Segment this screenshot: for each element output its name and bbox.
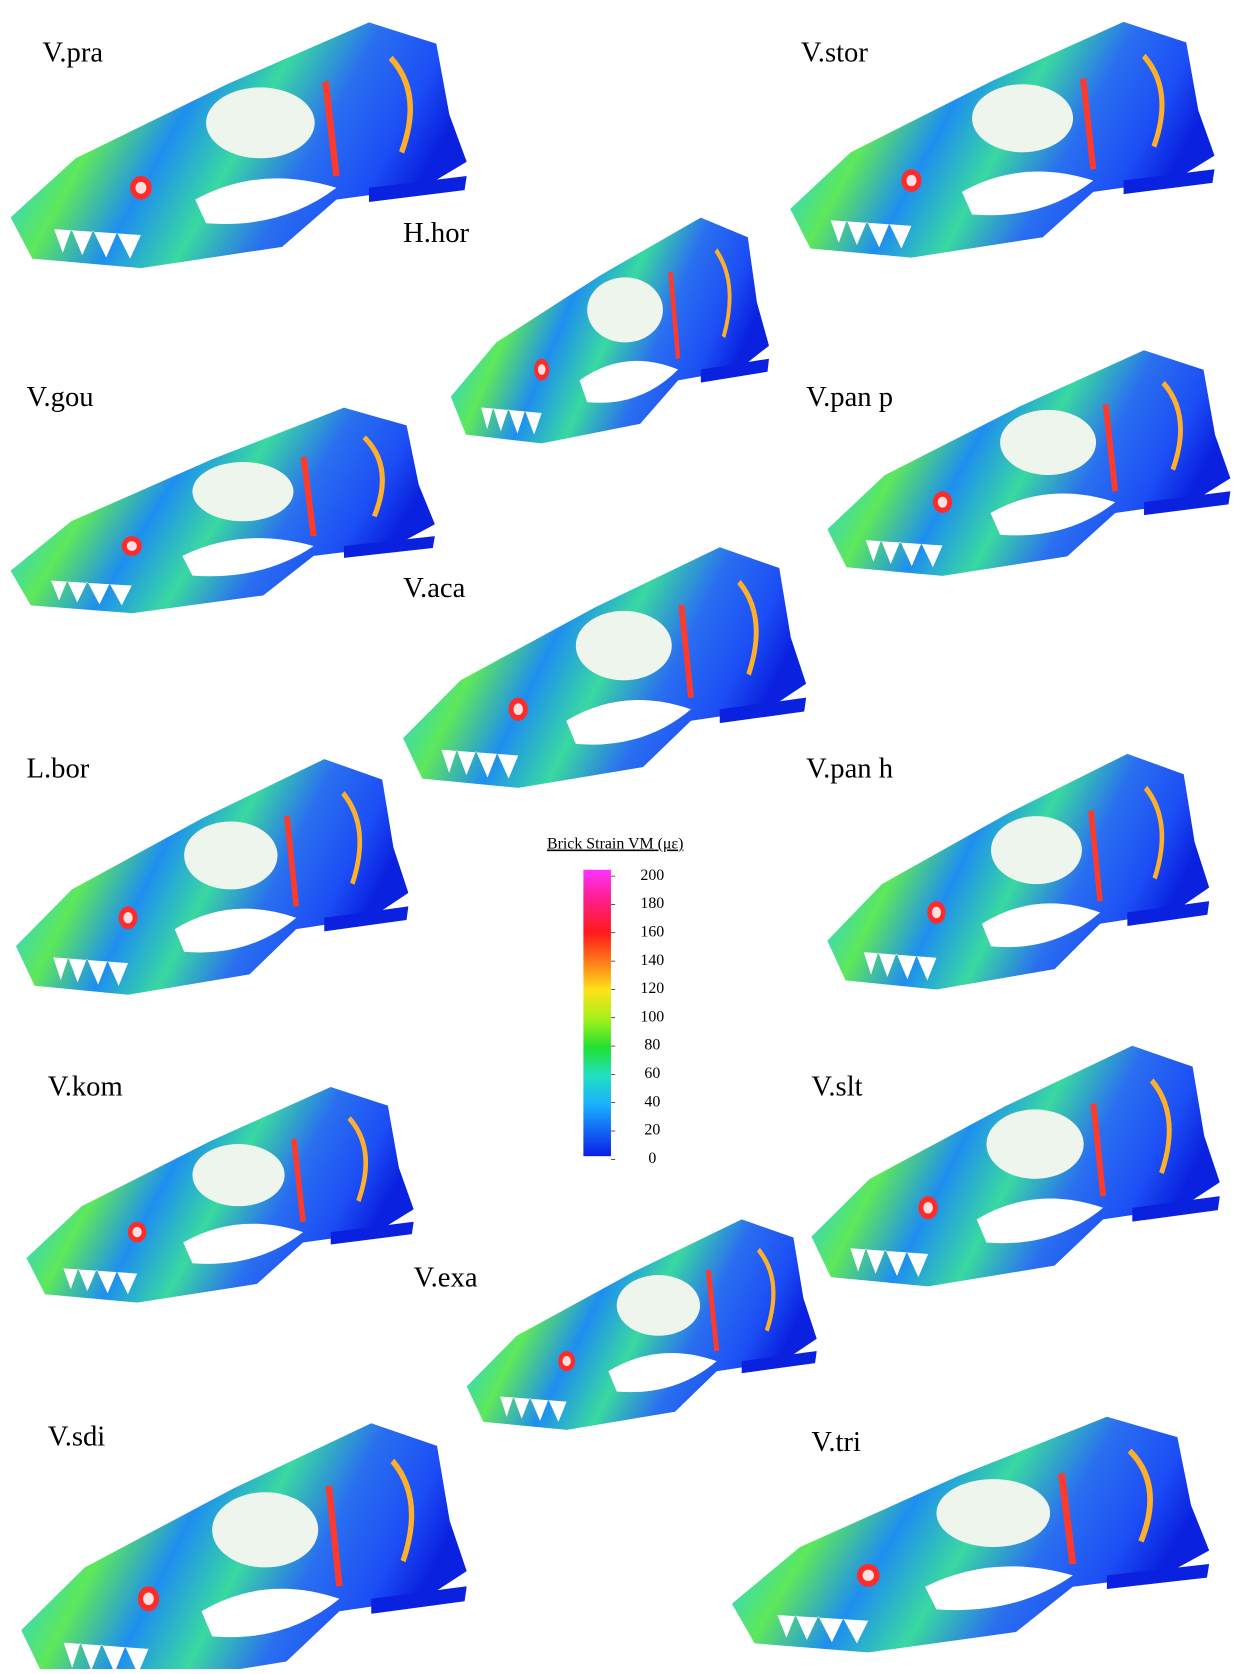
colorbar-tick-label: 0 [648,1150,656,1167]
colorbar-title: Brick Strain VM (με) [547,836,683,853]
specimen-label: L.bor [27,752,90,784]
skull-model [27,1087,414,1303]
colorbar-tick-label: 140 [640,952,664,969]
colorbar-tick-label: 60 [644,1065,660,1082]
skull-model [827,754,1209,990]
specimen-label: V.sdi [48,1421,106,1453]
specimen-label: V.gou [27,381,94,413]
skull-model [732,1417,1209,1653]
specimen-label: H.hor [403,217,469,249]
skull-model [467,1219,817,1430]
colorbar-tick-label: 80 [644,1037,660,1054]
colorbar-tick-label: 100 [640,1008,664,1025]
specimen-label: V.pra [42,37,103,69]
figure: Brick Strain VM (με) V.pra V.stor H.hor V.g… [0,0,1241,1669]
specimen-label: V.pan h [806,752,893,784]
colorbar-tick-label: 120 [640,980,664,997]
colorbar-tick-label: 20 [644,1122,660,1139]
specimen-label: V.tri [811,1426,861,1458]
specimen-label: V.stor [801,37,869,69]
colorbar-tick-label: 180 [640,895,664,912]
colorbar-tick-label: 200 [640,867,664,884]
specimen-label: V.pan p [806,381,893,413]
specimen-label: V.exa [414,1262,478,1294]
skull-model [11,408,435,614]
skull-model [811,1046,1219,1287]
specimen-label: V.slt [811,1071,862,1103]
colorbar-tick-label: 160 [640,923,664,940]
figure-content: Brick Strain VM (με) V.pra V.stor H.hor V.g… [11,22,1231,1669]
skull-model [16,759,408,995]
colorbar [583,870,611,1156]
specimen-label: V.kom [48,1071,123,1103]
skull-model [451,218,769,444]
colorbar-tick-label: 40 [644,1093,660,1110]
specimen-label: V.aca [403,572,466,604]
skull-model [21,1423,466,1669]
page: Brick Strain VM (με) V.pra V.stor H.hor V.g… [0,0,1241,1669]
